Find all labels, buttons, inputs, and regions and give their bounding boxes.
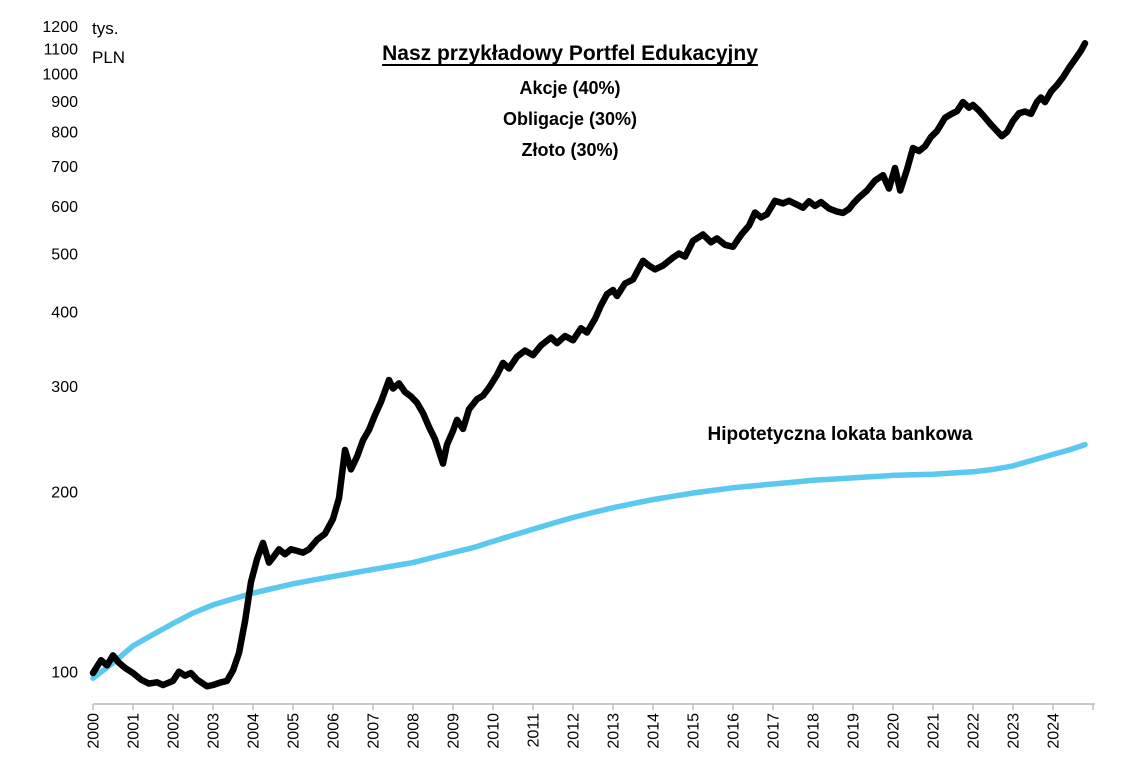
x-tick-label: 2009 bbox=[446, 713, 463, 749]
x-tick-label: 2008 bbox=[406, 713, 423, 749]
y-tick-label: 1200 bbox=[42, 19, 78, 36]
chart-subtitle-obligacje: Obligacje (30%) bbox=[502, 109, 638, 129]
y-tick-label: 300 bbox=[51, 379, 78, 396]
y-tick-label: 900 bbox=[51, 94, 78, 111]
series-line-deposit bbox=[90, 441, 1088, 681]
x-tick-label: 2020 bbox=[886, 713, 903, 749]
x-tick-label: 2021 bbox=[926, 713, 943, 749]
x-tick-label: 2012 bbox=[566, 713, 583, 749]
x-tick-label: 2016 bbox=[726, 713, 743, 749]
x-tick-label: 2022 bbox=[966, 713, 983, 749]
y-tick-label: 800 bbox=[51, 124, 78, 141]
x-tick-label: 2010 bbox=[486, 713, 503, 749]
y-tick-label: 500 bbox=[51, 247, 78, 264]
chart-subtitle-akcje: Akcje (40%) bbox=[519, 78, 621, 98]
y-tick-label: 600 bbox=[51, 199, 78, 216]
y-tick-label: 200 bbox=[51, 484, 78, 501]
y-tick-label: 100 bbox=[51, 665, 78, 682]
chart-subtitle-zloto: Złoto (30%) bbox=[521, 140, 619, 160]
x-tick-label: 2014 bbox=[646, 713, 663, 749]
x-tick-label: 2000 bbox=[86, 713, 103, 749]
y-axis-unit-line2: PLN bbox=[92, 48, 126, 67]
x-tick-label: 2024 bbox=[1046, 713, 1063, 749]
x-tick-label: 2015 bbox=[686, 713, 703, 749]
x-tick-label: 2011 bbox=[526, 713, 543, 748]
x-tick-label: 2017 bbox=[766, 713, 783, 749]
chart-title: Nasz przykładowy Portfel Edukacyjny bbox=[382, 42, 758, 65]
x-tick-label: 2002 bbox=[166, 713, 183, 749]
x-tick-label: 2005 bbox=[286, 713, 303, 749]
y-axis-unit-line1: tys. bbox=[92, 19, 119, 38]
y-tick-label: 400 bbox=[51, 304, 78, 321]
y-tick-label: 1100 bbox=[44, 42, 79, 59]
chart-title-block: Nasz przykładowy Portfel Edukacyjny Akcj… bbox=[300, 42, 840, 166]
x-tick-label: 2007 bbox=[366, 713, 383, 749]
series-line-portfolio bbox=[89, 40, 1089, 690]
x-tick-label: 2013 bbox=[606, 713, 623, 749]
y-tick-label: 1000 bbox=[42, 67, 78, 84]
x-tick-label: 2001 bbox=[126, 713, 143, 749]
x-tick-label: 2004 bbox=[246, 713, 263, 749]
x-tick-label: 2003 bbox=[206, 713, 223, 749]
y-tick-label: 700 bbox=[51, 159, 78, 176]
deposit-series-label: Hipotetyczna lokata bankowa bbox=[707, 424, 973, 445]
x-tick-label: 2018 bbox=[806, 713, 823, 749]
x-tick-label: 2023 bbox=[1006, 713, 1023, 749]
x-tick-label: 2019 bbox=[846, 713, 863, 749]
x-tick-label: 2006 bbox=[326, 713, 343, 749]
